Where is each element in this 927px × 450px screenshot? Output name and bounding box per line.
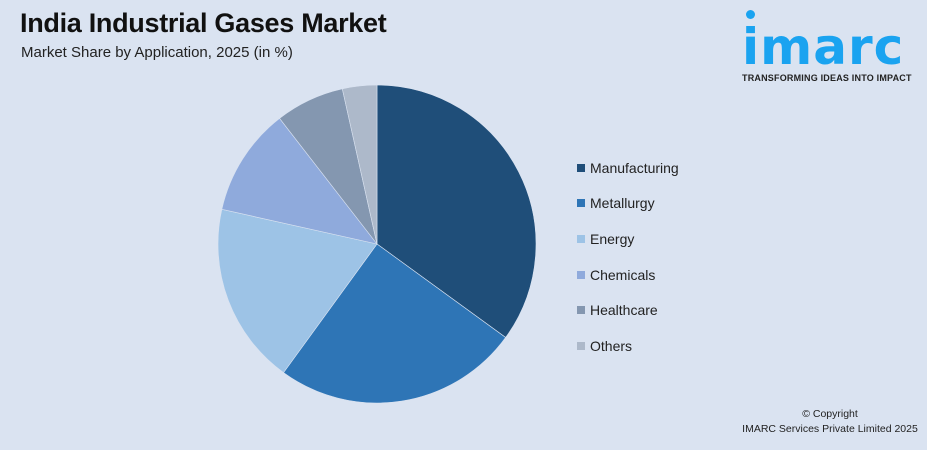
- legend-item-manufacturing: Manufacturing: [577, 150, 679, 186]
- imarc-logo: imarc TRANSFORMING IDEAS INTO IMPACT: [740, 6, 920, 86]
- legend-label: Chemicals: [590, 266, 656, 283]
- pie-slice-manufacturing: [376, 84, 537, 338]
- pie-slice-metallurgy: [283, 243, 507, 404]
- pie-slice-chemicals: [221, 117, 378, 245]
- legend-label: Energy: [590, 230, 635, 247]
- legend-item-chemicals: Chemicals: [577, 257, 679, 293]
- legend-swatch-icon: [577, 341, 585, 350]
- legend-label: Metallurgy: [590, 195, 655, 212]
- legend-swatch-icon: [577, 306, 585, 315]
- logo-wordmark: imarc: [742, 18, 905, 76]
- legend-label: Healthcare: [590, 302, 658, 319]
- legend-item-metallurgy: Metallurgy: [577, 186, 679, 222]
- legend-label: Others: [590, 337, 633, 354]
- logo-tagline: TRANSFORMING IDEAS INTO IMPACT: [742, 73, 912, 83]
- logo-dot-icon: [746, 10, 755, 19]
- legend-swatch-icon: [577, 270, 585, 279]
- pie-slice-others: [341, 84, 378, 245]
- legend-item-healthcare: Healthcare: [577, 292, 679, 328]
- legend-item-energy: Energy: [577, 221, 679, 257]
- legend-item-others: Others: [577, 328, 679, 364]
- legend-swatch-icon: [577, 199, 585, 208]
- legend-swatch-icon: [577, 234, 585, 243]
- copyright-line-2: IMARC Services Private Limited 2025: [742, 423, 918, 435]
- pie-slice-energy: [217, 208, 378, 374]
- chart-title: India Industrial Gases Market: [20, 8, 387, 38]
- legend-swatch-icon: [577, 163, 585, 172]
- legend-label: Manufacturing: [590, 159, 679, 176]
- chart-legend: Manufacturing Metallurgy Energy Chemicals He…: [577, 150, 679, 364]
- copyright-notice: © Copyright IMARC Services Private Limit…: [740, 407, 920, 437]
- chart-subtitle: Market Share by Application, 2025 (in %): [21, 44, 293, 61]
- copyright-line-1: © Copyright: [802, 408, 858, 420]
